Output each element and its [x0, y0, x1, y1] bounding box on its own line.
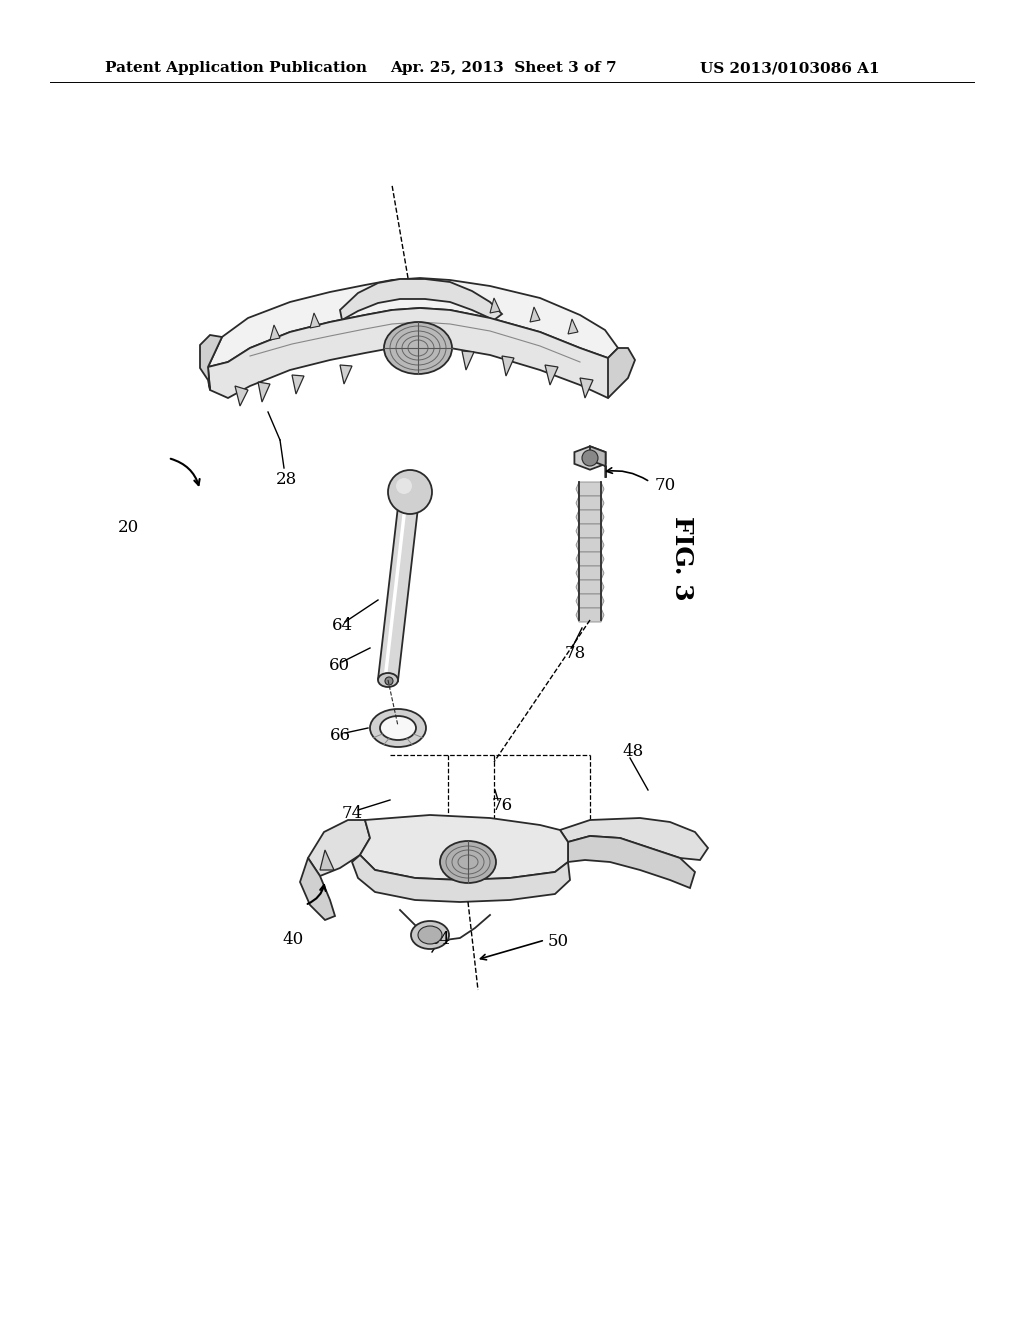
Text: 48: 48 — [622, 743, 643, 760]
Circle shape — [385, 677, 393, 685]
Text: 50: 50 — [548, 933, 569, 950]
Polygon shape — [208, 308, 620, 399]
Polygon shape — [580, 378, 593, 399]
Ellipse shape — [380, 715, 416, 741]
Text: US 2013/0103086 A1: US 2013/0103086 A1 — [700, 61, 880, 75]
Polygon shape — [575, 510, 604, 524]
Polygon shape — [575, 566, 604, 579]
Text: 54: 54 — [430, 932, 452, 949]
Polygon shape — [340, 366, 352, 384]
Text: Patent Application Publication: Patent Application Publication — [105, 61, 367, 75]
Polygon shape — [575, 594, 604, 609]
Polygon shape — [575, 482, 604, 496]
Text: 78: 78 — [565, 645, 587, 663]
Polygon shape — [575, 524, 604, 539]
Polygon shape — [560, 818, 708, 861]
Polygon shape — [292, 375, 304, 393]
Polygon shape — [234, 385, 248, 407]
Polygon shape — [390, 709, 406, 715]
Ellipse shape — [384, 322, 452, 374]
Polygon shape — [575, 609, 604, 622]
Text: 70: 70 — [655, 477, 676, 494]
Polygon shape — [490, 298, 500, 313]
Circle shape — [582, 450, 598, 466]
Ellipse shape — [440, 841, 496, 883]
Polygon shape — [462, 351, 474, 370]
Ellipse shape — [378, 673, 398, 686]
Polygon shape — [378, 506, 418, 681]
Circle shape — [388, 470, 432, 513]
Polygon shape — [352, 855, 570, 902]
Text: 40: 40 — [282, 932, 303, 949]
Ellipse shape — [370, 709, 426, 747]
Polygon shape — [208, 279, 618, 367]
Polygon shape — [258, 381, 270, 403]
Text: 74: 74 — [342, 805, 364, 822]
Polygon shape — [575, 552, 604, 566]
Ellipse shape — [418, 927, 442, 944]
Text: Apr. 25, 2013  Sheet 3 of 7: Apr. 25, 2013 Sheet 3 of 7 — [390, 61, 616, 75]
Text: 60: 60 — [329, 656, 350, 673]
Text: 20: 20 — [118, 520, 139, 536]
Polygon shape — [270, 325, 280, 341]
Polygon shape — [340, 279, 502, 319]
Polygon shape — [568, 836, 695, 888]
Polygon shape — [608, 348, 635, 399]
Polygon shape — [575, 579, 604, 594]
Polygon shape — [310, 313, 319, 327]
Polygon shape — [530, 308, 540, 322]
Text: 66: 66 — [330, 727, 351, 744]
Polygon shape — [502, 356, 514, 376]
Polygon shape — [590, 446, 605, 478]
Text: 28: 28 — [276, 471, 297, 488]
Polygon shape — [319, 850, 334, 870]
Polygon shape — [545, 366, 558, 385]
Text: 76: 76 — [492, 797, 513, 814]
Text: FIG. 3: FIG. 3 — [670, 516, 694, 601]
Text: 64: 64 — [332, 616, 353, 634]
Polygon shape — [574, 446, 605, 470]
Circle shape — [396, 478, 412, 494]
Polygon shape — [300, 858, 335, 920]
Polygon shape — [308, 820, 370, 876]
Polygon shape — [360, 814, 568, 880]
Polygon shape — [575, 539, 604, 552]
Polygon shape — [575, 496, 604, 510]
Ellipse shape — [411, 921, 449, 949]
Polygon shape — [200, 335, 222, 389]
Polygon shape — [568, 319, 578, 334]
